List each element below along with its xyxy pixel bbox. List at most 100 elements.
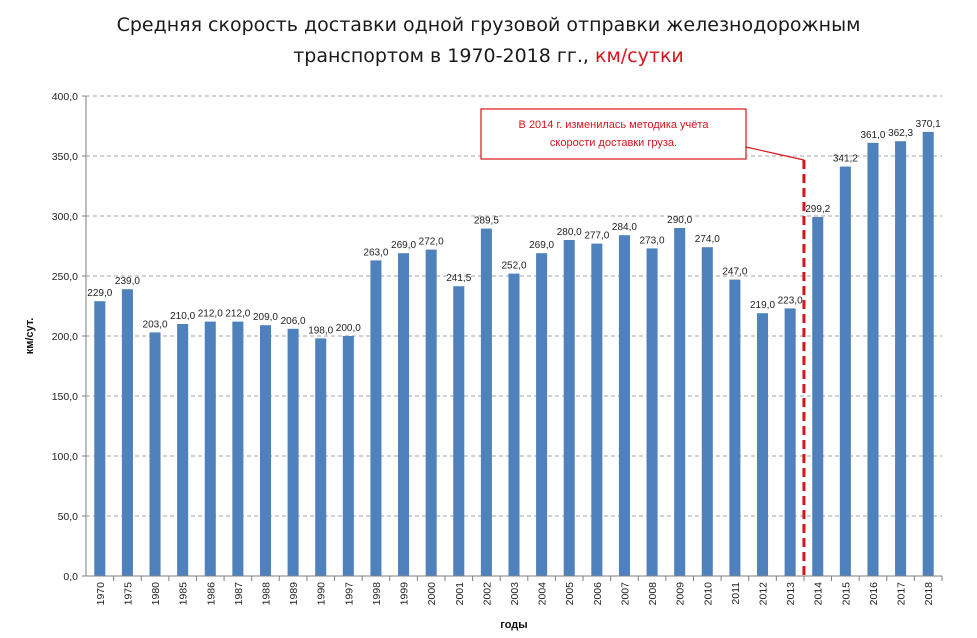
x-tick-label: 1987 bbox=[233, 582, 245, 606]
bar-2005 bbox=[563, 240, 575, 576]
x-tick-label: 2015 bbox=[840, 582, 852, 606]
x-tick-label: 2014 bbox=[813, 582, 825, 606]
y-tick-label: 300,0 bbox=[52, 211, 78, 223]
y-tick-label: 200,0 bbox=[52, 331, 78, 343]
x-tick-label: 1985 bbox=[178, 582, 190, 606]
chart-title-line2-text: транспортом в 1970-2018 гг., bbox=[293, 45, 589, 67]
bar-2002 bbox=[480, 228, 492, 576]
bar-2003 bbox=[508, 273, 520, 576]
y-tick-label: 100,0 bbox=[52, 451, 78, 463]
bar-2014 bbox=[812, 216, 824, 576]
data-label: 290,0 bbox=[667, 215, 692, 226]
data-label: 280,0 bbox=[557, 227, 582, 238]
data-label: 370,1 bbox=[916, 119, 941, 130]
bar-1975 bbox=[121, 289, 133, 576]
y-tick-label: 50,0 bbox=[58, 511, 79, 523]
data-label: 209,0 bbox=[253, 312, 278, 323]
bar-2006 bbox=[591, 243, 603, 576]
data-label: 273,0 bbox=[640, 235, 665, 246]
bar-2017 bbox=[895, 141, 907, 577]
bar-2001 bbox=[453, 286, 465, 576]
y-tick-label: 250,0 bbox=[52, 271, 78, 283]
x-tick-label: 1975 bbox=[122, 582, 134, 606]
y-tick-labels: 0,0 50,0 100,0 150,0 200,0 250,0 300,0 350,0 400… bbox=[52, 91, 78, 583]
chart-title-unit: км/сутки bbox=[594, 45, 684, 67]
x-tick-label: 2004 bbox=[537, 582, 549, 606]
data-label: 263,0 bbox=[363, 247, 388, 258]
data-label: 203,0 bbox=[143, 319, 168, 330]
x-tick-label: 2007 bbox=[619, 582, 631, 606]
annotation-line1: В 2014 г. изменилась методика учёта bbox=[519, 119, 710, 131]
data-label: 269,0 bbox=[391, 240, 416, 251]
x-tick-label: 2005 bbox=[564, 582, 576, 606]
bar-2008 bbox=[646, 248, 658, 576]
x-tick-label: 2008 bbox=[647, 582, 659, 606]
data-label: 198,0 bbox=[308, 325, 333, 336]
data-label: 206,0 bbox=[281, 316, 306, 327]
x-tick-label: 1988 bbox=[260, 582, 272, 606]
bar-2016 bbox=[867, 142, 879, 577]
x-tick-label: 1999 bbox=[399, 582, 411, 606]
bar-2018 bbox=[922, 131, 934, 576]
data-label: 200,0 bbox=[336, 323, 361, 334]
data-label: 269,0 bbox=[529, 240, 554, 251]
x-tick-label: 1989 bbox=[288, 582, 300, 606]
axes bbox=[82, 95, 943, 581]
y-tick-label: 350,0 bbox=[52, 151, 78, 163]
x-tick-label: 2018 bbox=[923, 582, 935, 606]
x-tick-label: 2000 bbox=[426, 582, 438, 606]
data-label: 229,0 bbox=[87, 288, 112, 299]
x-tick-label: 2017 bbox=[896, 582, 908, 606]
bar-2010 bbox=[701, 247, 713, 576]
bar-2015 bbox=[839, 166, 851, 576]
data-label: 212,0 bbox=[225, 309, 250, 320]
bar-1970 bbox=[94, 301, 106, 576]
data-label: 247,0 bbox=[722, 267, 747, 278]
data-label: 362,3 bbox=[888, 128, 913, 139]
bar-1987 bbox=[232, 321, 244, 576]
annotation-line2: скорости доставки груза. bbox=[550, 137, 677, 149]
y-tick-label: 150,0 bbox=[52, 391, 78, 403]
data-label: 272,0 bbox=[419, 237, 444, 248]
x-axis-title: годы bbox=[500, 619, 527, 631]
x-tick-label: 1998 bbox=[371, 582, 383, 606]
x-tick-label: 1986 bbox=[205, 582, 217, 606]
bar-1999 bbox=[398, 253, 410, 576]
x-tick-label: 2002 bbox=[481, 582, 493, 606]
chart-title: Средняя скорость доставки одной грузовой… bbox=[0, 10, 977, 72]
bar-2013 bbox=[784, 308, 796, 576]
x-tick-label: 2010 bbox=[702, 582, 714, 606]
y-tick-label: 400,0 bbox=[52, 91, 78, 103]
bar-1989 bbox=[287, 328, 299, 576]
bar-2004 bbox=[536, 253, 548, 576]
data-label: 212,0 bbox=[198, 309, 223, 320]
x-tick-label: 2013 bbox=[785, 582, 797, 606]
data-label: 219,0 bbox=[750, 300, 775, 311]
bar-2009 bbox=[674, 228, 686, 576]
bars bbox=[94, 131, 934, 577]
x-tick-label: 2016 bbox=[868, 582, 880, 606]
y-tick-label: 0,0 bbox=[63, 571, 78, 583]
data-label: 284,0 bbox=[612, 222, 637, 233]
x-tick-label: 2006 bbox=[592, 582, 604, 606]
annotation: В 2014 г. изменилась методика учёта скоро… bbox=[480, 108, 806, 576]
data-label: 241,5 bbox=[446, 273, 471, 284]
bar-1997 bbox=[342, 336, 354, 576]
data-label: 223,0 bbox=[778, 295, 803, 306]
annotation-leader bbox=[745, 146, 805, 161]
bar-1990 bbox=[315, 338, 327, 576]
x-tick-label: 1970 bbox=[95, 582, 107, 606]
bar-2000 bbox=[425, 249, 437, 576]
x-tick-labels: 1970 1975 1980 1985 1986 1987 1988 1989 1990 1997… bbox=[95, 582, 935, 606]
bar-2007 bbox=[618, 235, 630, 576]
data-label: 361,0 bbox=[860, 130, 885, 141]
data-label: 252,0 bbox=[501, 261, 526, 272]
bar-1985 bbox=[177, 324, 189, 576]
bar-2011 bbox=[729, 279, 741, 576]
x-tick-label: 2012 bbox=[758, 582, 770, 606]
x-tick-label: 1990 bbox=[316, 582, 328, 606]
data-label: 299,2 bbox=[805, 204, 830, 215]
x-tick-label: 2001 bbox=[454, 582, 466, 606]
